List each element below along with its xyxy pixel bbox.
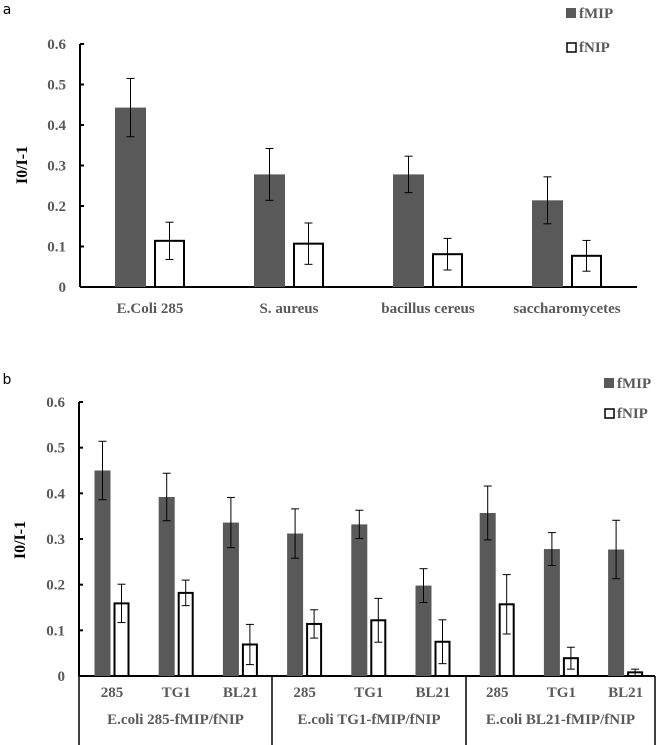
legend-swatch-fNIP bbox=[566, 42, 577, 53]
legend-label: fMIP bbox=[579, 6, 613, 22]
x-tick-label: 285 bbox=[101, 685, 124, 701]
y-tick-label: 0.6 bbox=[46, 395, 65, 411]
y-axis-label: I0/I-1 bbox=[12, 521, 29, 559]
legend-swatch-fMIP bbox=[604, 378, 614, 388]
y-tick-label: 0.6 bbox=[47, 37, 66, 53]
x-tick-label: TG1 bbox=[547, 685, 576, 701]
panel-label: b bbox=[3, 372, 12, 388]
group-label: E.coli 285-fMIP/fNIP bbox=[107, 712, 244, 728]
group-label: E.coli TG1-fMIP/fNIP bbox=[297, 712, 440, 728]
bar-fMIP bbox=[543, 549, 560, 676]
legend-label: fNIP bbox=[617, 406, 648, 422]
panel-label: a bbox=[3, 2, 12, 18]
legend-label: fNIP bbox=[579, 40, 610, 56]
y-axis-label: I0/I-1 bbox=[14, 146, 31, 184]
y-tick-label: 0.3 bbox=[46, 532, 65, 548]
x-tick-label: 285 bbox=[293, 685, 316, 701]
y-tick-label: 0.4 bbox=[46, 486, 65, 502]
x-tick-label: TG1 bbox=[354, 685, 383, 701]
bar-fMIP bbox=[351, 524, 368, 676]
x-tick-label: TG1 bbox=[162, 685, 191, 701]
x-tick-label: E.Coli 285 bbox=[117, 301, 184, 317]
x-tick-label: 285 bbox=[486, 685, 509, 701]
y-tick-label: 0.5 bbox=[46, 441, 65, 457]
bar-fMIP bbox=[222, 522, 239, 676]
y-tick-label: 0.1 bbox=[46, 623, 65, 639]
y-tick-label: 0.5 bbox=[47, 78, 66, 94]
x-tick-label: BL21 bbox=[223, 685, 258, 701]
x-tick-label: BL21 bbox=[608, 685, 643, 701]
x-tick-label: bacillus cereus bbox=[381, 301, 475, 317]
bar-fMIP bbox=[415, 585, 432, 676]
x-tick-label: S. aureus bbox=[260, 301, 319, 317]
y-tick-label: 0.2 bbox=[47, 199, 66, 215]
bar-fMIP bbox=[115, 107, 146, 288]
y-tick-label: 0.3 bbox=[47, 159, 66, 175]
y-tick-label: 0 bbox=[59, 280, 67, 296]
bar-fMIP bbox=[479, 512, 496, 676]
y-tick-label: 0.1 bbox=[47, 240, 66, 256]
bar-fMIP bbox=[287, 533, 304, 676]
bar-fMIP bbox=[94, 470, 111, 676]
y-tick-label: 0 bbox=[58, 669, 66, 685]
bar-fMIP bbox=[158, 496, 175, 676]
x-tick-label: BL21 bbox=[415, 685, 450, 701]
y-tick-label: 0.4 bbox=[47, 118, 66, 134]
bar-fMIP bbox=[393, 174, 424, 287]
y-tick-label: 0.2 bbox=[46, 578, 65, 594]
group-label: E.coli BL21-fMIP/fNIP bbox=[486, 712, 635, 728]
bar-fMIP bbox=[608, 549, 625, 676]
legend-swatch-fNIP bbox=[604, 408, 615, 419]
legend-swatch-fMIP bbox=[566, 8, 576, 18]
x-tick-label: saccharomycetes bbox=[513, 301, 620, 317]
legend-label: fMIP bbox=[617, 376, 651, 392]
